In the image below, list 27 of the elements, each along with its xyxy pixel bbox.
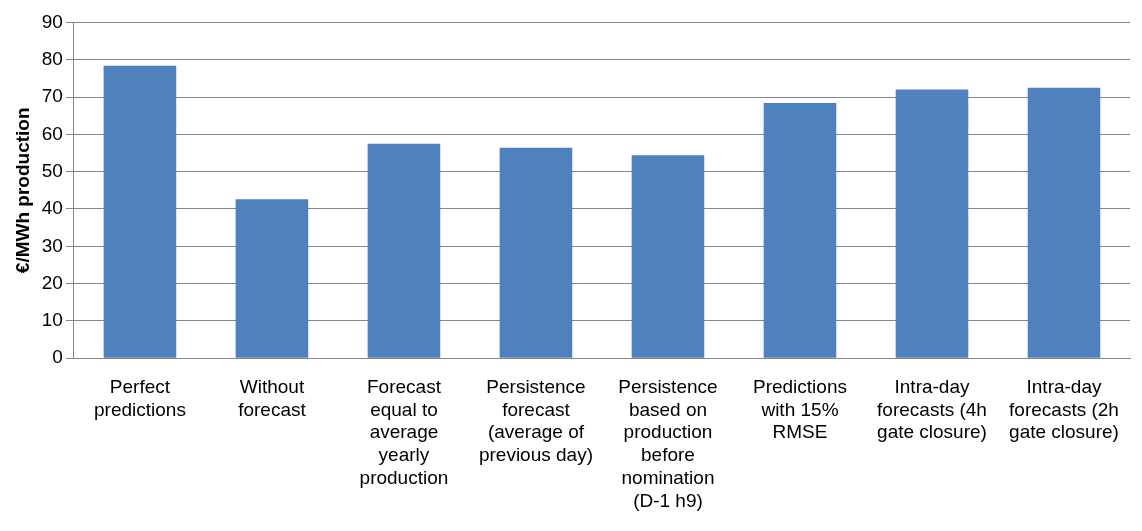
x-tick-label: Intra-day forecasts (2h gate closure): [1009, 375, 1119, 443]
x-tick-label: Forecast equal to average yearly production: [359, 375, 449, 489]
bar: [763, 102, 837, 358]
bar: [235, 199, 309, 358]
y-tick-label: 30: [41, 234, 63, 256]
y-tick-label: 80: [41, 47, 63, 69]
x-tick-label: Persistence forecast (average of previous day): [478, 375, 593, 466]
bar: [631, 155, 705, 358]
y-tick-label: 50: [41, 159, 63, 181]
x-tick-label: Intra-day forecasts (4h gate closure): [877, 375, 987, 443]
y-tick-label: 90: [41, 10, 63, 32]
y-tick-label: 10: [41, 309, 63, 331]
y-tick-label: 60: [41, 122, 63, 144]
x-tick-label: Persistence based on production before nomination (D-1 h9): [618, 375, 718, 511]
bar: [499, 147, 573, 358]
y-tick-label: 70: [41, 85, 63, 107]
y-tick-label: 40: [41, 197, 63, 219]
y-tick-label: 20: [41, 271, 63, 293]
x-tick-label: Perfect predictions: [93, 375, 186, 420]
x-tick-label: Predictions with 15% RMSE: [752, 375, 847, 443]
bar: [367, 143, 441, 358]
y-axis-title: €/MWh production: [11, 107, 33, 274]
y-tick-label: 0: [52, 346, 63, 368]
bar: [103, 65, 177, 358]
bar: [1027, 87, 1101, 358]
bar: [895, 89, 969, 358]
x-tick-label: Without forecast: [238, 375, 307, 420]
